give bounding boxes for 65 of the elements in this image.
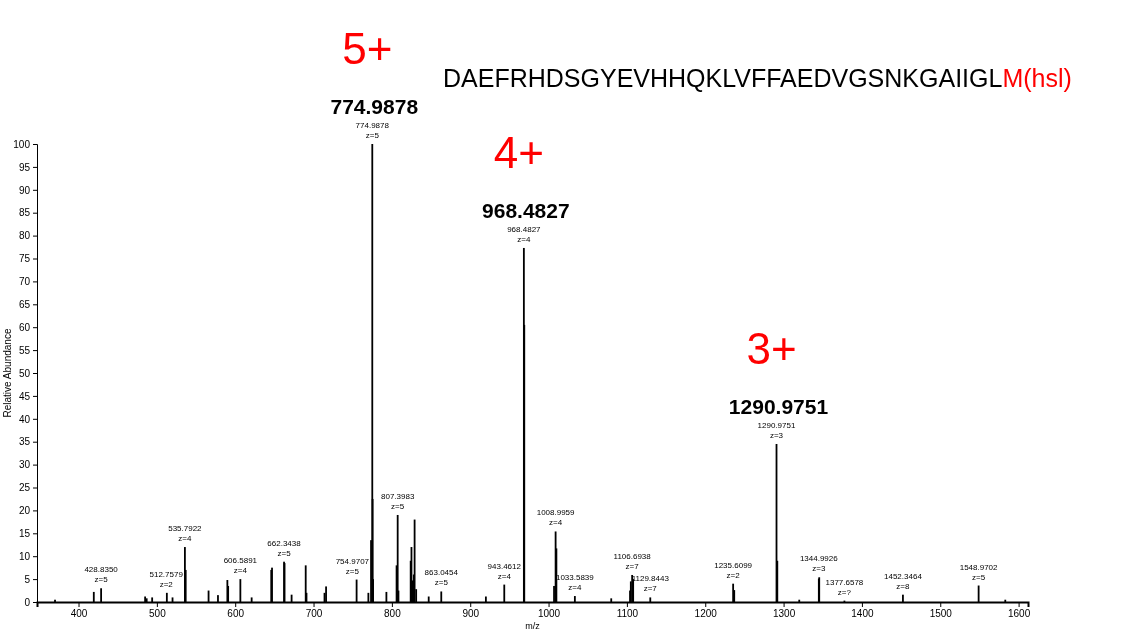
- annotation: 662.3438 z=5: [267, 538, 301, 559]
- x-tick-label: 1100: [616, 608, 639, 620]
- x-tick-label: 1000: [537, 608, 561, 620]
- y-tick-label: 25: [18, 482, 31, 494]
- y-tick-label: 85: [18, 207, 31, 219]
- x-tick-label: 1200: [694, 608, 718, 620]
- annotation: 1008.9959 z=4: [536, 508, 575, 529]
- y-tick-label: 0: [24, 596, 31, 608]
- annotation: 4+: [493, 127, 544, 177]
- text: 774.9878: [330, 95, 419, 118]
- x-tick-label: 700: [305, 608, 323, 620]
- y-tick-label: 95: [18, 161, 31, 173]
- annotation: 807.3983 z=5: [380, 491, 415, 512]
- annotation: 5+: [342, 24, 393, 73]
- x-tick-label: 1600: [1007, 608, 1031, 620]
- y-tick-label: 80: [18, 230, 31, 242]
- annotation: 1033.5839 z=4: [555, 573, 594, 594]
- y-tick-label: 5: [24, 573, 31, 585]
- annotation: 1344.9926 z=3: [799, 554, 838, 575]
- y-tick-label: 45: [18, 390, 31, 402]
- y-tick-label: 30: [18, 459, 31, 471]
- annotation: 428.8350 z=5: [84, 565, 118, 586]
- y-tick-label: 50: [18, 367, 31, 379]
- annotation: 512.7579 z=2: [149, 569, 183, 590]
- y-tick-label: 60: [18, 321, 31, 333]
- annotation: 1290.9751 z=3: [757, 420, 796, 441]
- annotation: 1377.6578 z=?: [825, 577, 864, 598]
- annotation: 863.0454 z=5: [424, 568, 458, 589]
- y-tick-label: 100: [13, 138, 31, 150]
- text: M(hsl): [1002, 64, 1072, 92]
- annotation: 535.7922 z=4: [168, 524, 202, 545]
- x-axis-title: m/z: [525, 621, 541, 631]
- y-tick-label: 35: [18, 436, 31, 448]
- annotation: 1129.8443 z=7: [631, 574, 669, 595]
- annotation: 1106.6938 z=7: [613, 551, 651, 572]
- annotation: 1290.9751: [728, 394, 829, 418]
- x-tick-label: 1400: [851, 608, 874, 620]
- x-tick-label: 900: [462, 608, 480, 620]
- x-tick-label: 600: [227, 608, 245, 620]
- annotation: 3+: [746, 323, 797, 373]
- y-tick-label: 70: [18, 276, 31, 288]
- y-axis-title: Relative Abundance: [2, 328, 13, 418]
- annotation: 1548.9702 z=5: [959, 562, 998, 583]
- annotation: 606.5891 z=4: [223, 556, 258, 577]
- x-tick-label: 500: [149, 608, 167, 620]
- y-tick-label: 90: [18, 184, 31, 196]
- x-tick-label: 400: [70, 608, 88, 620]
- x-tick-label: 1500: [929, 608, 953, 620]
- annotation: 943.4612 z=4: [487, 561, 521, 582]
- annotation: 1235.6099 z=2: [714, 560, 753, 581]
- annotation: 774.9878 z=5: [355, 121, 389, 141]
- y-tick-label: 65: [18, 299, 31, 310]
- y-tick-label: 55: [18, 344, 31, 356]
- y-tick-label: 10: [18, 550, 31, 562]
- annotation: 968.4827: [482, 198, 570, 222]
- y-tick-label: 75: [18, 253, 31, 265]
- text: DAEFRHDSGYEVHHQKLVFFAEDVGSNKGAIIGL: [443, 64, 1003, 92]
- y-tick-label: 20: [18, 505, 31, 517]
- y-tick-label: 15: [18, 528, 31, 539]
- annotation: 754.9707 z=5: [335, 556, 370, 577]
- x-tick-label: 800: [384, 608, 402, 620]
- annotation: 968.4827 z=4: [507, 224, 541, 245]
- y-tick-label: 40: [18, 413, 31, 425]
- annotation: 1452.3464 z=8: [884, 571, 922, 592]
- x-tick-label: 1300: [772, 608, 796, 620]
